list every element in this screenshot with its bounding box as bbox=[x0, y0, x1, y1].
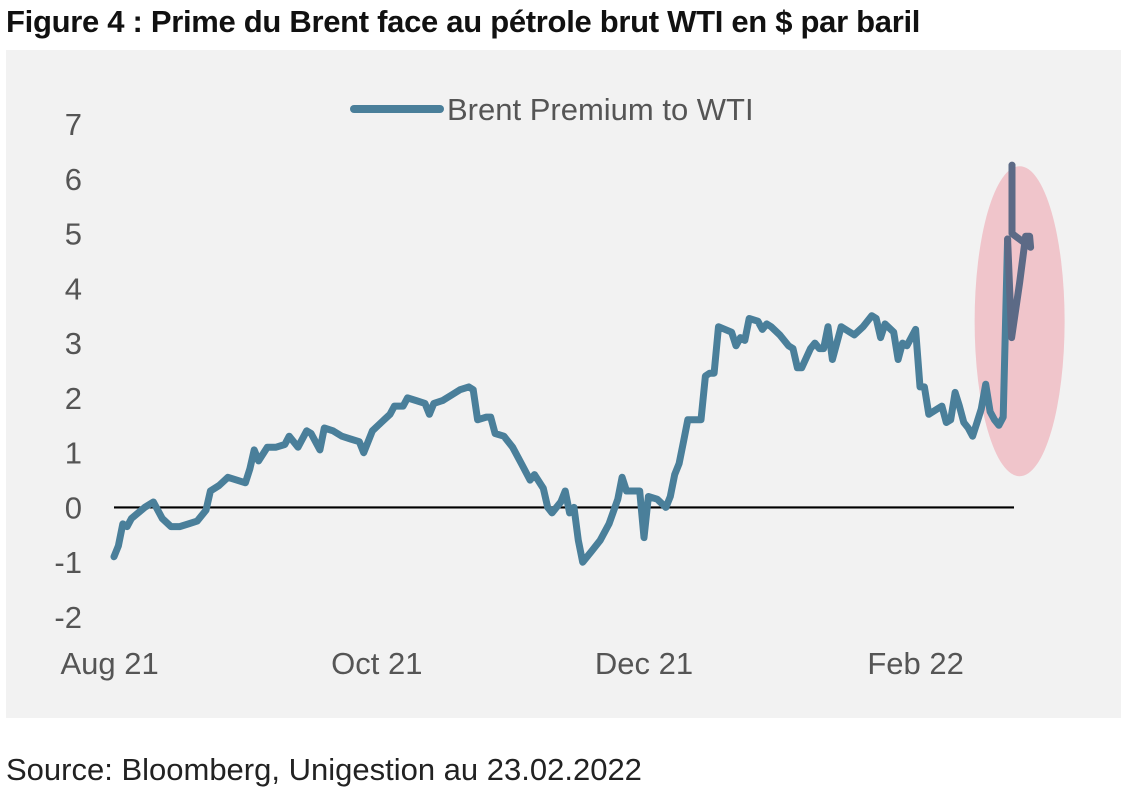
y-tick-label: 4 bbox=[65, 271, 82, 306]
legend-label: Brent Premium to WTI bbox=[447, 92, 754, 127]
legend: Brent Premium to WTI bbox=[350, 92, 754, 127]
series-line-brent-premium bbox=[110, 235, 1012, 566]
y-tick-label: 0 bbox=[65, 490, 82, 525]
y-tick-label: 1 bbox=[65, 436, 82, 471]
y-tick-label: -1 bbox=[54, 545, 82, 580]
x-tick-label: Dec 21 bbox=[595, 646, 693, 681]
series-line-surge-segment bbox=[1004, 161, 1035, 342]
y-tick-label: 5 bbox=[65, 217, 82, 252]
y-axis-ticks: -2 -1 0 1 2 3 4 5 6 7 bbox=[54, 107, 82, 635]
source-note: Source: Bloomberg, Unigestion au 23.02.2… bbox=[6, 752, 642, 787]
x-tick-label: Aug 21 bbox=[60, 646, 158, 681]
figure-title: Figure 4 : Prime du Brent face au pétrol… bbox=[6, 4, 921, 39]
line-chart: -2 -1 0 1 2 3 4 5 6 7 Aug 21 Oct 21 Dec 21 Feb 22 Br… bbox=[54, 92, 1065, 681]
x-axis-ticks: Aug 21 Oct 21 Dec 21 Feb 22 bbox=[60, 646, 963, 681]
x-tick-label: Feb 22 bbox=[867, 646, 964, 681]
highlight-ellipse bbox=[974, 166, 1065, 477]
y-tick-label: 3 bbox=[65, 326, 82, 361]
chart-area: -2 -1 0 1 2 3 4 5 6 7 Aug 21 Oct 21 Dec 21 Feb 22 Br… bbox=[6, 50, 1121, 718]
y-tick-label: 6 bbox=[65, 162, 82, 197]
series-layer bbox=[110, 161, 1035, 566]
y-tick-label: 2 bbox=[65, 381, 82, 416]
y-tick-label: -2 bbox=[54, 600, 82, 635]
y-tick-label: 7 bbox=[65, 107, 82, 142]
x-tick-label: Oct 21 bbox=[331, 646, 422, 681]
